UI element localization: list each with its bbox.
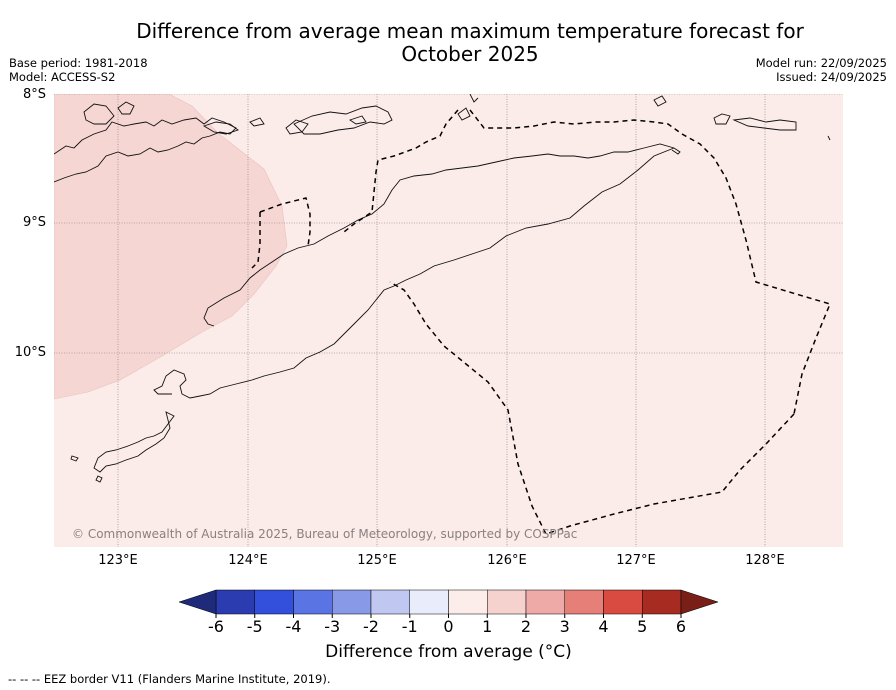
- copyright-notice: © Commonwealth of Australia 2025, Bureau…: [72, 527, 578, 541]
- colorbar-swatch: [525, 589, 565, 615]
- issued-date: Issued: 24/09/2025: [776, 70, 887, 84]
- model-name: Model: ACCESS-S2: [9, 70, 116, 84]
- colorbar-tick-label: -5: [247, 617, 263, 636]
- colorbar-tick-label: 2: [521, 617, 531, 636]
- lon-label-126e: 126°E: [487, 553, 527, 568]
- lat-label-10s: 10°S: [14, 345, 46, 360]
- colorbar-swatches: [178, 589, 719, 615]
- lon-label-128e: 128°E: [745, 553, 785, 568]
- title-line-1: Difference from average mean maximum tem…: [136, 19, 804, 43]
- island-small-1: [83, 103, 115, 125]
- graticule: [54, 94, 843, 547]
- lon-label-125e: 125°E: [357, 553, 397, 568]
- meta-right: Model run: 22/09/2025 Issued: 24/09/2025: [756, 56, 887, 84]
- colorbar-tick-label: -1: [402, 617, 418, 636]
- island-flores: [54, 117, 237, 183]
- island-small-8: [95, 475, 103, 483]
- colorbar-swatch: [409, 589, 449, 615]
- colorbar-tick-label: 3: [560, 617, 570, 636]
- model-run: Model run: 22/09/2025: [755, 56, 887, 70]
- warm-anomaly-region: [54, 94, 288, 400]
- colorbar-swatch: [215, 589, 255, 615]
- lon-label-124e: 124°E: [228, 553, 268, 568]
- eez-east-segment: [469, 109, 832, 415]
- colorbar-swatch: [332, 589, 372, 615]
- island-small-3: [202, 121, 239, 135]
- eez-north-segment: [343, 109, 459, 233]
- colorbar-tick-label: 6: [676, 617, 686, 636]
- colorbar-tick-label: 1: [482, 617, 492, 636]
- colorbar-tick-label: 5: [637, 617, 647, 636]
- colorbar-swatch: [487, 589, 527, 615]
- colorbar-tick-label: 0: [443, 617, 453, 636]
- colorbar-swatch: [293, 589, 333, 615]
- colorbar-swatch: [254, 589, 294, 615]
- island-small-11: [457, 107, 471, 121]
- meta-left: Base period: 1981-2018 Model: ACCESS-S2: [9, 56, 148, 84]
- island-small-10: [469, 94, 479, 103]
- colorbar-swatch: [448, 589, 488, 615]
- lon-label-123e: 123°E: [98, 553, 138, 568]
- island-small-9: [713, 113, 731, 125]
- colorbar-swatch: [642, 589, 682, 615]
- coast-timor-south: [153, 147, 675, 399]
- colorbar: -6 -5 -4 -3 -2 -1 0 1 2 3 4 5 6: [178, 589, 719, 636]
- eez-border: [251, 109, 832, 535]
- island-wetar: [293, 105, 393, 135]
- colorbar-swatch: [370, 589, 410, 615]
- eez-west-segment-a: [251, 212, 261, 269]
- lat-label-9s: 9°S: [22, 215, 46, 230]
- island-leti: [732, 117, 797, 131]
- colorbar-tick-label: -2: [363, 617, 379, 636]
- colorbar-tick-label: -4: [286, 617, 302, 636]
- colorbar-tick-label: 4: [598, 617, 608, 636]
- chart-title: Difference from average mean maximum tem…: [100, 20, 840, 66]
- colorbar-over-arrow: [680, 589, 719, 615]
- colorbar-swatch: [603, 589, 643, 615]
- island-small-4: [249, 117, 265, 127]
- island-small-12: [827, 135, 831, 141]
- colorbar-swatch: [564, 589, 604, 615]
- island-small-2: [117, 101, 135, 115]
- island-small-6: [348, 115, 367, 125]
- lat-label-8s: 8°S: [22, 87, 46, 102]
- lon-label-127e: 127°E: [616, 553, 656, 568]
- island-small-7: [70, 455, 79, 462]
- colorbar-tick-label: -3: [324, 617, 340, 636]
- base-period: Base period: 1981-2018: [9, 56, 148, 70]
- colorbar-tick-label: -6: [208, 617, 224, 636]
- coastlines: [54, 94, 831, 483]
- coast-timor-north: [203, 143, 675, 327]
- colorbar-under-arrow: [178, 589, 217, 615]
- island-small-5: [285, 119, 309, 135]
- map-panel: [54, 94, 843, 547]
- colorbar-ticks: -6 -5 -4 -3 -2 -1 0 1 2 3 4 5 6: [208, 614, 686, 636]
- eez-south-segment: [389, 281, 795, 535]
- island-rote: [93, 411, 175, 473]
- coast-timor-tip: [671, 147, 681, 155]
- eez-west-segment-b: [259, 197, 311, 247]
- colorbar-title: Difference from average (°C): [325, 642, 572, 662]
- island-kisar: [653, 95, 667, 107]
- title-line-2: October 2025: [401, 42, 539, 66]
- footnote: -- -- -- EEZ border V11 (Flanders Marine…: [8, 672, 331, 686]
